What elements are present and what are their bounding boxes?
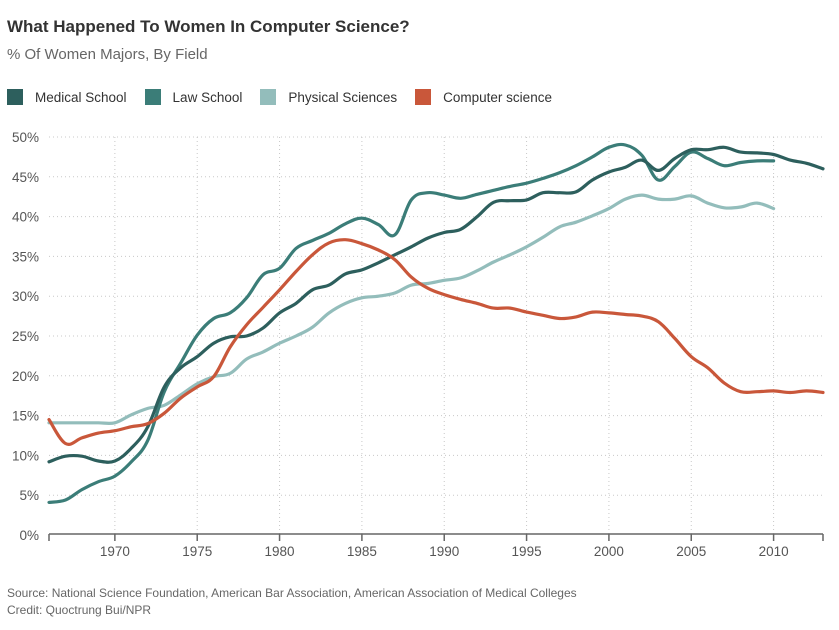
- y-tick-label: 35%: [12, 249, 39, 264]
- source-note: Source: National Science Foundation, Ame…: [7, 586, 577, 600]
- x-tick-label: 2010: [759, 544, 789, 559]
- legend-swatch-physical-sciences: [260, 89, 277, 105]
- y-tick-label: 50%: [12, 130, 39, 145]
- x-tick-label: 2000: [594, 544, 624, 559]
- series-layer: [47, 142, 825, 504]
- legend-label-physical-sciences: Physical Sciences: [288, 89, 398, 105]
- chart-subtitle: % Of Women Majors, By Field: [7, 46, 208, 63]
- y-tick-label: 40%: [12, 210, 39, 225]
- legend-item-computer-science: Computer science: [415, 89, 552, 105]
- series-line-physical-sciences: [47, 193, 776, 426]
- series-line-computer-science: [47, 238, 825, 446]
- y-tick-label: 10%: [12, 448, 39, 463]
- axes-layer: 0% 5% 10% 15% 20% 25% 30% 35% 40% 45% 50% 1970 1975 1…: [12, 130, 824, 559]
- legend-swatch-computer-science: [415, 89, 432, 105]
- x-tick-label: 1995: [512, 544, 542, 559]
- legend-item-law-school: Law School: [144, 89, 243, 105]
- x-tick-label: 1975: [182, 544, 212, 559]
- legend-label-law-school: Law School: [172, 89, 243, 105]
- grid-layer: [49, 136, 823, 535]
- legend: Medical School Law School Physical Scien…: [7, 89, 570, 105]
- legend-swatch-medical-school: [7, 89, 23, 105]
- x-tick-label: 2005: [676, 544, 706, 559]
- y-tick-label: 0%: [19, 528, 39, 543]
- y-tick-label: 25%: [12, 329, 39, 344]
- legend-label-medical-school: Medical School: [35, 89, 127, 105]
- y-tick-label: 30%: [12, 289, 39, 304]
- y-tick-label: 20%: [12, 369, 39, 384]
- x-tick-label: 1990: [429, 544, 459, 559]
- x-tick-label: 1970: [100, 544, 130, 559]
- legend-label-computer-science: Computer science: [443, 89, 552, 105]
- series-line-medical-school: [47, 145, 825, 464]
- y-tick-label: 5%: [19, 488, 39, 503]
- x-tick-label: 1980: [265, 544, 295, 559]
- y-tick-label: 45%: [12, 170, 39, 185]
- credit-note: Credit: Quoctrung Bui/NPR: [7, 603, 152, 617]
- legend-swatch-law-school: [144, 89, 161, 105]
- y-tick-label: 15%: [12, 409, 39, 424]
- legend-item-medical-school: Medical School: [7, 89, 127, 105]
- legend-item-physical-sciences: Physical Sciences: [260, 89, 397, 105]
- x-tick-label: 1985: [347, 544, 377, 559]
- chart-title: What Happened To Women In Computer Scien…: [7, 17, 410, 36]
